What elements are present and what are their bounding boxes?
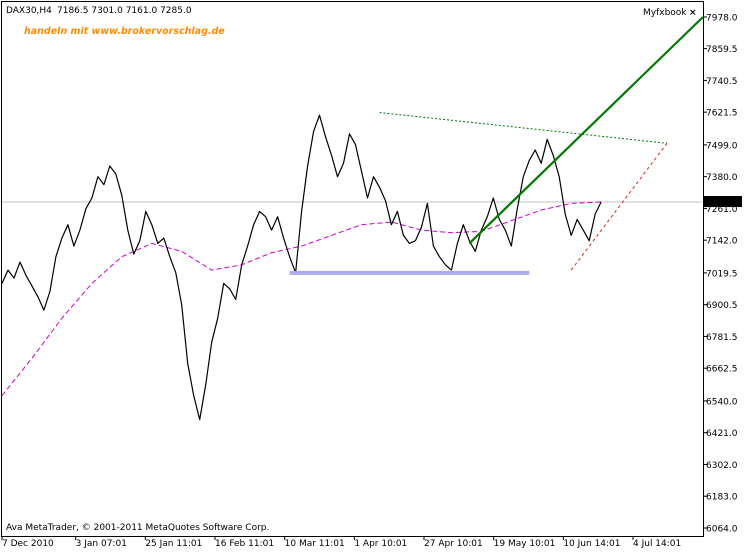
indicator-label: Myfxbook [643,8,687,18]
y-tick-label: 7019.5 [706,269,738,279]
x-tick-label: 27 Apr 10:01 [424,539,483,549]
price-line [1,114,602,421]
x-tick-label: 1 Apr 10:01 [354,539,407,549]
x-tick-label: 7 Dec 2010 [2,539,54,549]
x-axis: 7 Dec 2010 3 Jan 07:01 25 Jan 11:01 16 Feb … [1,536,681,549]
channel-bottom-line [570,142,668,271]
trend-line [468,16,704,245]
y-tick-label: 7978.0 [706,14,738,24]
x-tick-label: 19 May 10:01 [494,539,556,549]
symbol-label: DAX30,H4 [6,6,52,16]
y-tick-label: 6064.0 [706,525,738,535]
plot-frame [1,1,704,537]
y-tick-label: 7859.5 [706,45,738,55]
y-tick-label: 7142.0 [706,237,738,247]
y-tick-label: 6421.0 [706,429,738,439]
channel-top-line [379,112,668,144]
y-tick-label: 7499.0 [706,141,738,151]
x-tick-label: 16 Feb 11:01 [215,539,274,549]
annotation-layer [289,16,704,275]
x-tick-label: 10 Jun 14:01 [563,539,620,549]
current-price-tag [704,196,742,208]
x-tick-label: 10 Mar 11:01 [285,539,345,549]
x-tick-label: 25 Jan 11:01 [145,539,202,549]
y-axis: 7978.0 7859.5 7740.5 7621.5 7499.0 7380.0 7261… [703,14,738,535]
x-tick-label: 4 Jul 14:01 [633,539,681,549]
moving-average-line [1,201,602,396]
promo-text: handeln mit www.brokervorschlag.de [24,26,225,37]
copyright-label: Ava MetaTrader, © 2001-2011 MetaQuotes S… [6,523,269,533]
current-price-label: 7285.0 [707,198,739,208]
y-tick-label: 7740.5 [706,77,738,87]
moving-average-layer [1,201,602,396]
x-tick-label: 3 Jan 07:01 [76,539,127,549]
close-icon[interactable]: × [689,8,697,18]
price-layer [1,114,602,421]
y-tick-label: 6540.0 [706,397,738,407]
ohlc-values: 7186.5 7301.0 7161.0 7285.0 [57,6,192,16]
y-tick-label: 6900.5 [706,301,738,311]
y-tick-label: 6781.5 [706,333,738,343]
y-tick-label: 6302.0 [706,461,738,471]
y-tick-label: 6183.0 [706,493,738,503]
y-tick-label: 6662.5 [706,365,738,375]
y-tick-label: 7261.0 [706,205,738,215]
y-tick-label: 7380.0 [706,173,738,183]
y-tick-label: 7621.5 [706,109,738,119]
